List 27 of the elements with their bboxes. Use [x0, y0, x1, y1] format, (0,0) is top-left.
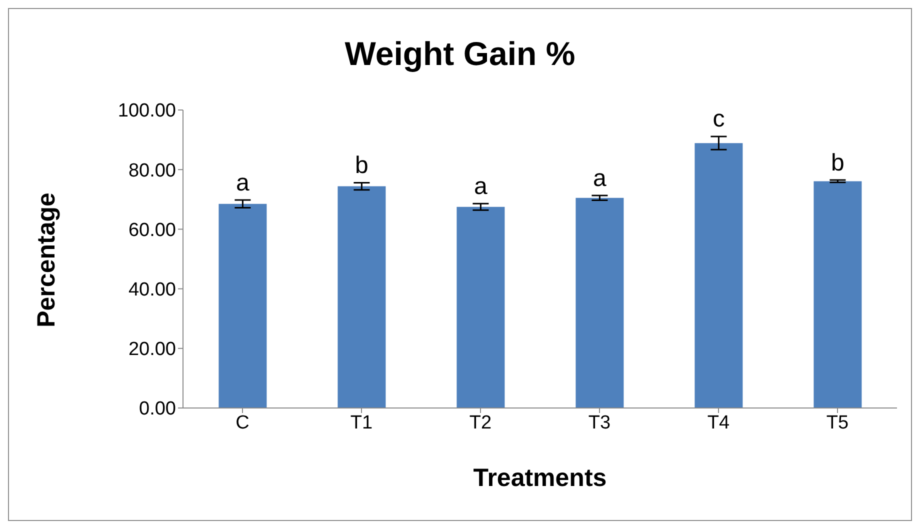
bar: [338, 186, 386, 408]
bar: [694, 143, 743, 408]
x-tick-label: T3: [588, 412, 611, 434]
y-axis-title: Percentage: [32, 192, 62, 327]
annotation: a: [474, 172, 488, 200]
annotation: a: [593, 164, 608, 192]
y-tick-label: 0.00: [139, 398, 176, 420]
y-tick-label: 40.00: [128, 280, 176, 301]
annotation: b: [355, 152, 368, 179]
x-tick-label: C: [236, 412, 250, 434]
annotation: a: [236, 169, 250, 196]
annotation: c: [712, 106, 725, 133]
bar: [456, 206, 505, 408]
x-tick-label: T2: [469, 412, 492, 434]
bar: [218, 204, 267, 408]
y-tick-label: 100.00: [118, 100, 176, 122]
x-tick-label: T1: [350, 412, 373, 434]
x-tick-label: T4: [707, 412, 730, 434]
y-tick-label: 60.00: [128, 220, 176, 241]
x-axis-title: Treatments: [472, 464, 608, 493]
bar: [576, 198, 624, 408]
annotation: b: [831, 149, 844, 176]
x-tick-label: T5: [826, 412, 849, 434]
chart-title: Weight Gain %: [344, 35, 576, 73]
y-tick-label: 80.00: [128, 160, 176, 182]
bar: [814, 181, 862, 408]
y-tick-label: 20.00: [128, 339, 176, 360]
